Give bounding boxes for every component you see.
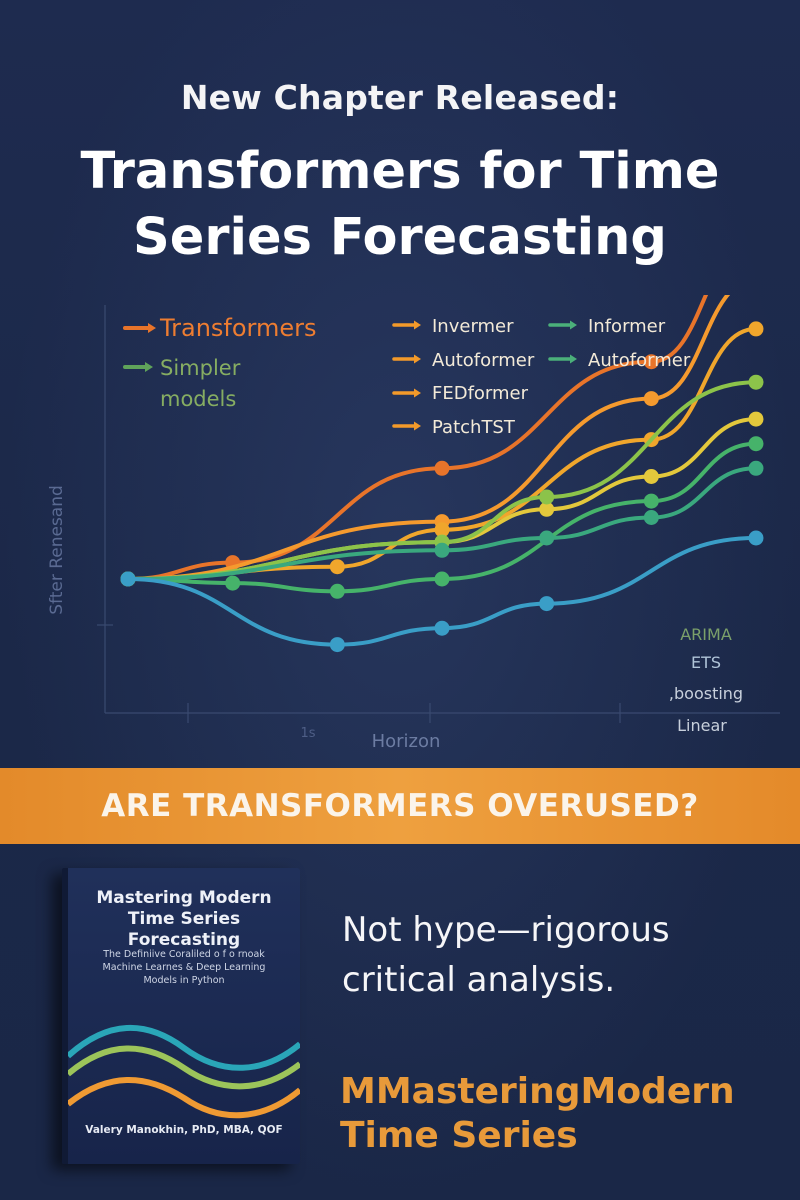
brand-line-1-part-1: MMastering bbox=[340, 1071, 581, 1112]
legend-label-simpler-line-1: Simpler bbox=[160, 356, 241, 380]
brand-line-1-part-2: Modern bbox=[580, 1071, 735, 1112]
legend-label-simpler-line-2: models bbox=[160, 387, 236, 411]
legend-arrow-simpler bbox=[145, 362, 153, 372]
data-point-s5-3 bbox=[539, 489, 555, 505]
book-title-line-3: Forecasting bbox=[127, 930, 241, 950]
book-wave-orange bbox=[68, 1077, 300, 1119]
x-tick-label: 1s bbox=[300, 726, 315, 741]
data-point-s8-2 bbox=[329, 637, 345, 653]
legend-model-invermer: Invermer bbox=[432, 316, 514, 337]
legend-arrow-head bbox=[414, 320, 421, 330]
header-kicker: New Chapter Released: bbox=[180, 78, 620, 117]
x-axis-label: Horizon bbox=[372, 731, 441, 752]
data-point-s1-4 bbox=[643, 354, 659, 370]
book-subtitle-line-2: Machine Learnes & Deep Learning bbox=[102, 962, 266, 973]
book-wave-green bbox=[68, 1045, 300, 1090]
data-point-s8-1 bbox=[120, 571, 136, 587]
series-line-7 bbox=[126, 466, 758, 581]
annotation-boosting: ,boosting bbox=[669, 684, 743, 703]
legend-models: Invermer Autoformer FEDformer PatchTST I… bbox=[392, 316, 691, 438]
data-point-s1-3 bbox=[434, 460, 450, 476]
tagline-line-2: critical analysis. bbox=[342, 960, 616, 1000]
question-banner: ARE TRANSFORMERS OVERUSED? bbox=[0, 768, 800, 844]
data-point-s6-4 bbox=[434, 571, 450, 587]
data-point-s6-3 bbox=[329, 583, 345, 599]
book-subtitle: The Definiive Coraliled o f o rnoak Mach… bbox=[84, 948, 284, 987]
data-point-s6-6 bbox=[748, 436, 764, 452]
data-point-s8-3 bbox=[434, 620, 450, 636]
legend-arrow-head bbox=[414, 388, 421, 398]
book-wave-teal bbox=[68, 1025, 300, 1071]
tagline: Not hype—rigorous critical analysis. bbox=[342, 905, 762, 1005]
book-subtitle-line-1: The Definiive Coraliled o f o rnoak bbox=[103, 949, 265, 960]
book-author: Valery Manokhin, PhD, MBA, QOF bbox=[85, 1124, 283, 1136]
forecast-chart: Sfter Renesand 1s Horizon Transformers S… bbox=[47, 295, 780, 752]
data-point-s2-3 bbox=[643, 391, 659, 407]
legend-group-transformers: Transformers bbox=[123, 314, 317, 342]
series-layer bbox=[120, 295, 764, 653]
data-point-s7-4 bbox=[643, 510, 659, 525]
data-point-s7-3 bbox=[539, 530, 555, 546]
legend-model-patchtst: PatchTST bbox=[432, 417, 516, 438]
data-point-s7-5 bbox=[748, 460, 764, 476]
brand-wordmark: MMasteringModern Time Series bbox=[340, 1070, 780, 1158]
brand-line-1: MMasteringModern bbox=[340, 1070, 780, 1114]
data-point-s8-4 bbox=[539, 596, 555, 612]
legend-model-informer: Informer bbox=[588, 316, 666, 337]
data-point-s3-2 bbox=[329, 559, 345, 575]
page-title-line-1: Transformers for Time bbox=[80, 142, 720, 201]
header: New Chapter Released: Transformers for T… bbox=[0, 78, 800, 271]
legend-model-autoformer-simple: Autoformer bbox=[588, 350, 691, 371]
data-point-s5-4 bbox=[748, 374, 764, 390]
brand-line-2: Time Series bbox=[340, 1115, 578, 1156]
data-point-s7-2 bbox=[434, 542, 450, 558]
series-line-5 bbox=[126, 380, 758, 581]
book-cover-waves bbox=[68, 1025, 300, 1119]
book-title: Mastering Modern Time Series Forecasting bbox=[78, 888, 290, 951]
legend-label-transformers: Transformers bbox=[159, 314, 317, 342]
book-subtitle-line-3: Models in Python bbox=[143, 975, 225, 986]
annotation-arima: ARIMA bbox=[680, 625, 732, 644]
book-title-line-2: Time Series bbox=[127, 909, 241, 929]
legend-group-simpler-models: Simpler models bbox=[123, 356, 241, 411]
legend-arrow-head bbox=[414, 354, 421, 364]
page-title: Transformers for Time Series Forecasting bbox=[0, 139, 800, 271]
data-point-s6-2 bbox=[225, 575, 241, 591]
data-point-s8-5 bbox=[748, 530, 764, 546]
data-point-s4-5 bbox=[748, 411, 764, 427]
series-line-1 bbox=[126, 295, 709, 581]
data-point-s4-3 bbox=[539, 501, 555, 517]
legend-model-autoformer: Autoformer bbox=[432, 350, 535, 371]
annotation-linear: Linear bbox=[677, 716, 727, 735]
legend-arrow-head bbox=[570, 354, 577, 364]
data-point-s3-5 bbox=[748, 321, 764, 337]
y-axis-label: Sfter Renesand bbox=[47, 485, 67, 615]
question-banner-text: ARE TRANSFORMERS OVERUSED? bbox=[101, 788, 699, 824]
annotation-ets: ETS bbox=[691, 653, 721, 672]
legend-model-fedformer: FEDformer bbox=[432, 383, 529, 404]
data-point-s4-4 bbox=[643, 469, 659, 484]
data-point-s6-5 bbox=[643, 493, 659, 509]
data-point-s3-3 bbox=[434, 522, 450, 538]
book-cover: Mastering Modern Time Series Forecasting… bbox=[62, 868, 300, 1164]
page-title-line-2: Series Forecasting bbox=[133, 208, 667, 267]
book-title-line-1: Mastering Modern bbox=[96, 888, 272, 908]
legend-arrow-transformers bbox=[148, 323, 156, 333]
series-line-2 bbox=[126, 295, 731, 581]
legend-arrow-head bbox=[570, 320, 577, 330]
tagline-line-1: Not hype—rigorous bbox=[342, 910, 670, 950]
legend-arrow-head bbox=[414, 421, 421, 431]
